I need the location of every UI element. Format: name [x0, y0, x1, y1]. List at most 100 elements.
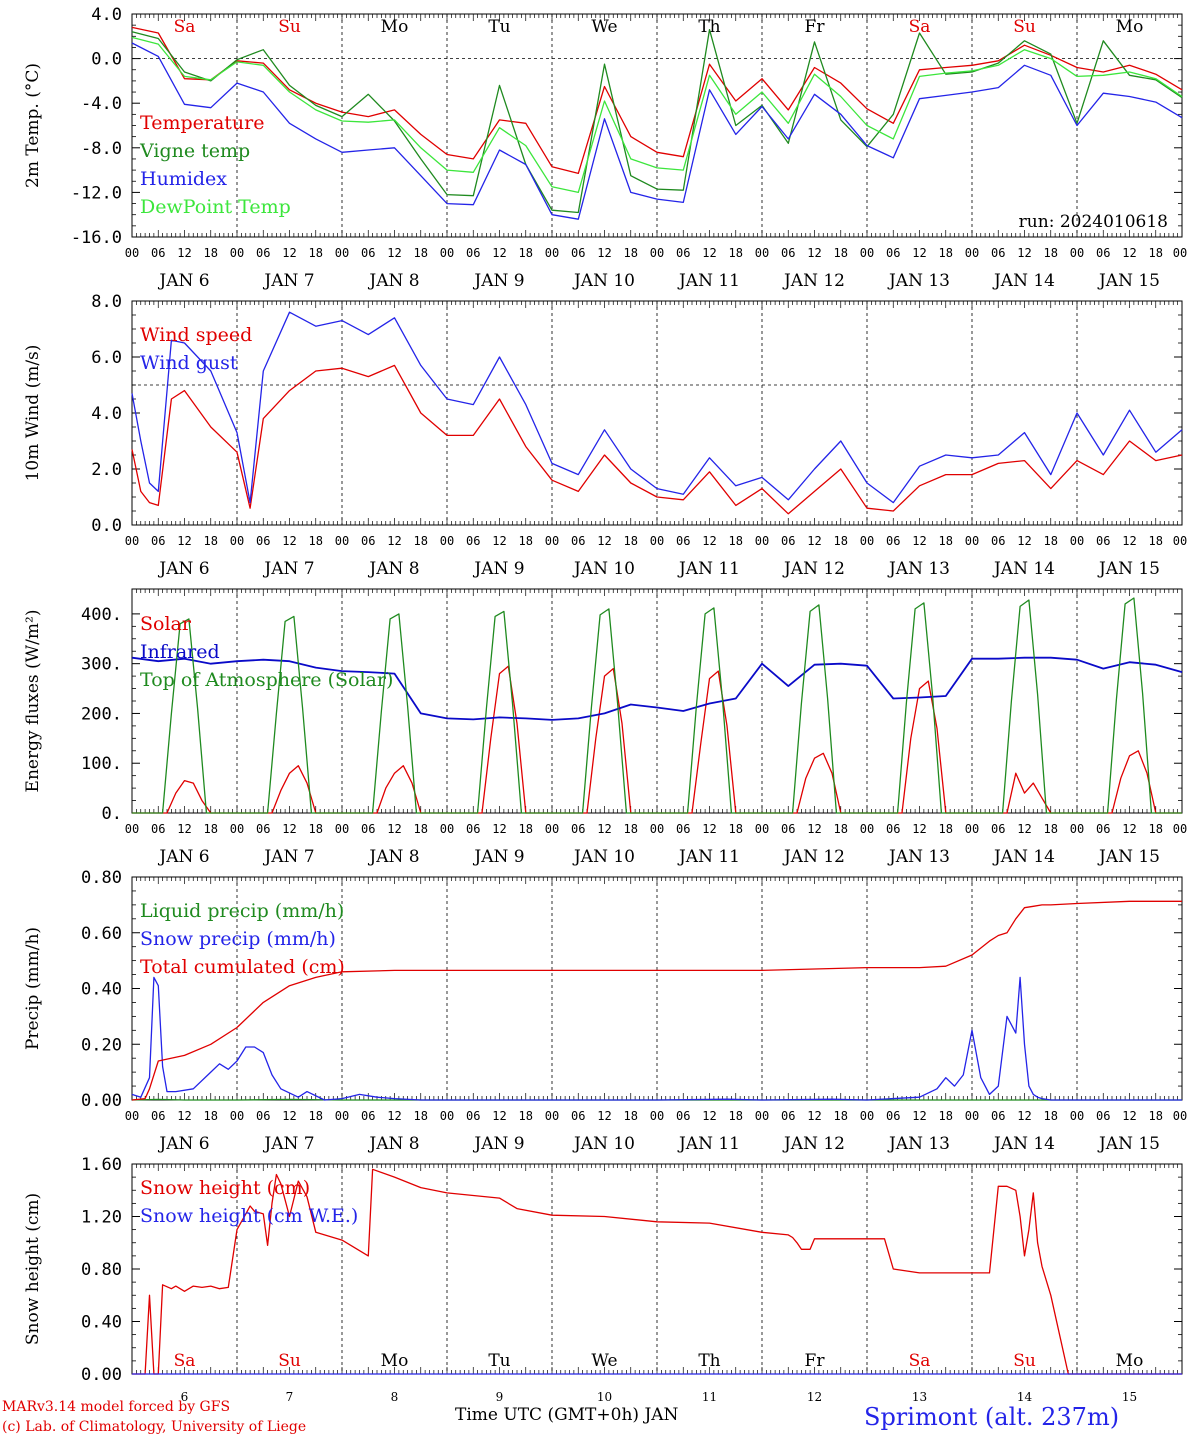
date-label: JAN 7 — [262, 559, 314, 579]
y-tick-label: 200. — [81, 704, 122, 724]
y-axis-title: Snow height (cm) — [23, 1193, 43, 1345]
hour-tick-label: 12 — [597, 822, 611, 836]
weekday-label: We — [591, 1351, 617, 1371]
hour-tick-label: 00 — [650, 1109, 664, 1123]
date-label: JAN 11 — [677, 559, 740, 579]
hour-tick-label: 06 — [991, 246, 1005, 260]
date-label: JAN 12 — [782, 1134, 845, 1154]
date-label: JAN 13 — [887, 559, 950, 579]
legend-entry: Wind speed — [140, 324, 252, 346]
date-label: JAN 14 — [992, 559, 1055, 579]
hour-tick-label: 06 — [466, 1109, 480, 1123]
weekday-label: Sa — [909, 17, 931, 37]
series-line-snow-precip-mm-h — [131, 976, 1182, 1101]
hour-tick-label: 00 — [965, 534, 979, 548]
y-tick-label: 0. — [102, 804, 122, 824]
hour-tick-label: 18 — [834, 1109, 848, 1123]
hour-tick-label: 06 — [361, 822, 375, 836]
hour-tick-label: 06 — [466, 246, 480, 260]
hour-tick-label: 12 — [597, 534, 611, 548]
hour-tick-label: 00 — [335, 822, 349, 836]
hour-tick-label: 00 — [125, 246, 139, 260]
date-label: JAN 6 — [157, 271, 209, 291]
hour-tick-label: 12 — [387, 534, 401, 548]
hour-tick-label: 12 — [177, 534, 191, 548]
hour-tick-label: 12 — [597, 1109, 611, 1123]
date-label: JAN 15 — [1097, 1134, 1160, 1154]
hour-tick-label: 12 — [282, 1109, 296, 1123]
y-tick-label: 0.20 — [81, 1035, 122, 1055]
date-label: JAN 15 — [1097, 847, 1160, 867]
lab-credit: (c) Lab. of Climatology, University of L… — [2, 1419, 307, 1435]
hour-tick-label: 12 — [807, 822, 821, 836]
hour-tick-label: 06 — [466, 534, 480, 548]
hour-tick-label: 18 — [1149, 822, 1163, 836]
hour-tick-label: 12 — [702, 822, 716, 836]
date-label: JAN 13 — [887, 847, 950, 867]
weekday-label: Su — [1013, 17, 1036, 37]
hour-tick-label: 12 — [1122, 534, 1136, 548]
hour-tick-label: 06 — [781, 246, 795, 260]
y-tick-label: 400. — [81, 605, 122, 625]
hour-tick-label: 12 — [702, 246, 716, 260]
hour-tick-label: 06 — [886, 822, 900, 836]
hour-tick-label: 12 — [1122, 1109, 1136, 1123]
legend-entry: Humidex — [140, 168, 227, 190]
hour-tick-label: 18 — [624, 822, 638, 836]
hour-tick-label: 06 — [781, 1109, 795, 1123]
hour-tick-label: 18 — [1149, 534, 1163, 548]
day-number-label: 8 — [391, 1390, 399, 1404]
date-label: JAN 8 — [367, 1134, 419, 1154]
date-label: JAN 15 — [1097, 559, 1160, 579]
hour-tick-label: 00 — [125, 822, 139, 836]
hour-tick-label: 06 — [571, 822, 585, 836]
hour-tick-label: 00 — [1070, 1109, 1084, 1123]
date-label: JAN 7 — [262, 1134, 314, 1154]
hour-tick-label: 06 — [1096, 246, 1110, 260]
hour-tick-label: 18 — [414, 1109, 428, 1123]
hour-tick-label: 12 — [912, 822, 926, 836]
date-label: JAN 10 — [572, 271, 635, 291]
legend-entry: Snow height (cm W.E.) — [140, 1205, 358, 1227]
hour-tick-label: 12 — [912, 534, 926, 548]
hour-tick-label: 18 — [414, 246, 428, 260]
hour-tick-label: 18 — [414, 822, 428, 836]
date-label: JAN 10 — [572, 559, 635, 579]
weekday-label: Mo — [381, 1351, 409, 1371]
hour-tick-label: 06 — [571, 534, 585, 548]
hour-tick-label: 18 — [1044, 1109, 1058, 1123]
day-number-label: 15 — [1122, 1390, 1137, 1404]
x-axis-caption: Time UTC (GMT+0h) JAN — [455, 1405, 679, 1425]
weekday-label: Su — [278, 17, 301, 37]
hour-tick-label: 18 — [204, 246, 218, 260]
hour-tick-label: 00 — [545, 1109, 559, 1123]
hour-tick-label: 00 — [860, 1109, 874, 1123]
hour-tick-label: 12 — [702, 1109, 716, 1123]
hour-tick-label: 06 — [781, 534, 795, 548]
hour-tick-label: 18 — [309, 822, 323, 836]
hour-tick-label: 00 — [1173, 822, 1187, 836]
hour-tick-label: 12 — [492, 822, 506, 836]
hour-tick-label: 18 — [834, 534, 848, 548]
hour-tick-label: 18 — [939, 1109, 953, 1123]
day-number-label: 11 — [702, 1390, 717, 1404]
hour-tick-label: 12 — [912, 246, 926, 260]
date-label: JAN 14 — [992, 271, 1055, 291]
date-label: JAN 10 — [572, 847, 635, 867]
day-number-label: 10 — [597, 1390, 612, 1404]
date-label: JAN 11 — [677, 847, 740, 867]
legend-entry: Top of Atmosphere (Solar) — [140, 669, 393, 691]
hour-tick-label: 06 — [886, 1109, 900, 1123]
y-tick-label: 0.00 — [81, 1091, 122, 1111]
hour-tick-label: 18 — [729, 822, 743, 836]
y-tick-label: 300. — [81, 655, 122, 675]
hour-tick-label: 06 — [886, 246, 900, 260]
y-tick-label: 0.40 — [81, 980, 122, 1000]
plot-frame-energy — [131, 588, 1183, 814]
hour-tick-label: 18 — [729, 246, 743, 260]
date-label: JAN 11 — [677, 271, 740, 291]
hour-tick-label: 06 — [151, 534, 165, 548]
hour-tick-label: 00 — [230, 1109, 244, 1123]
hour-tick-label: 18 — [624, 246, 638, 260]
